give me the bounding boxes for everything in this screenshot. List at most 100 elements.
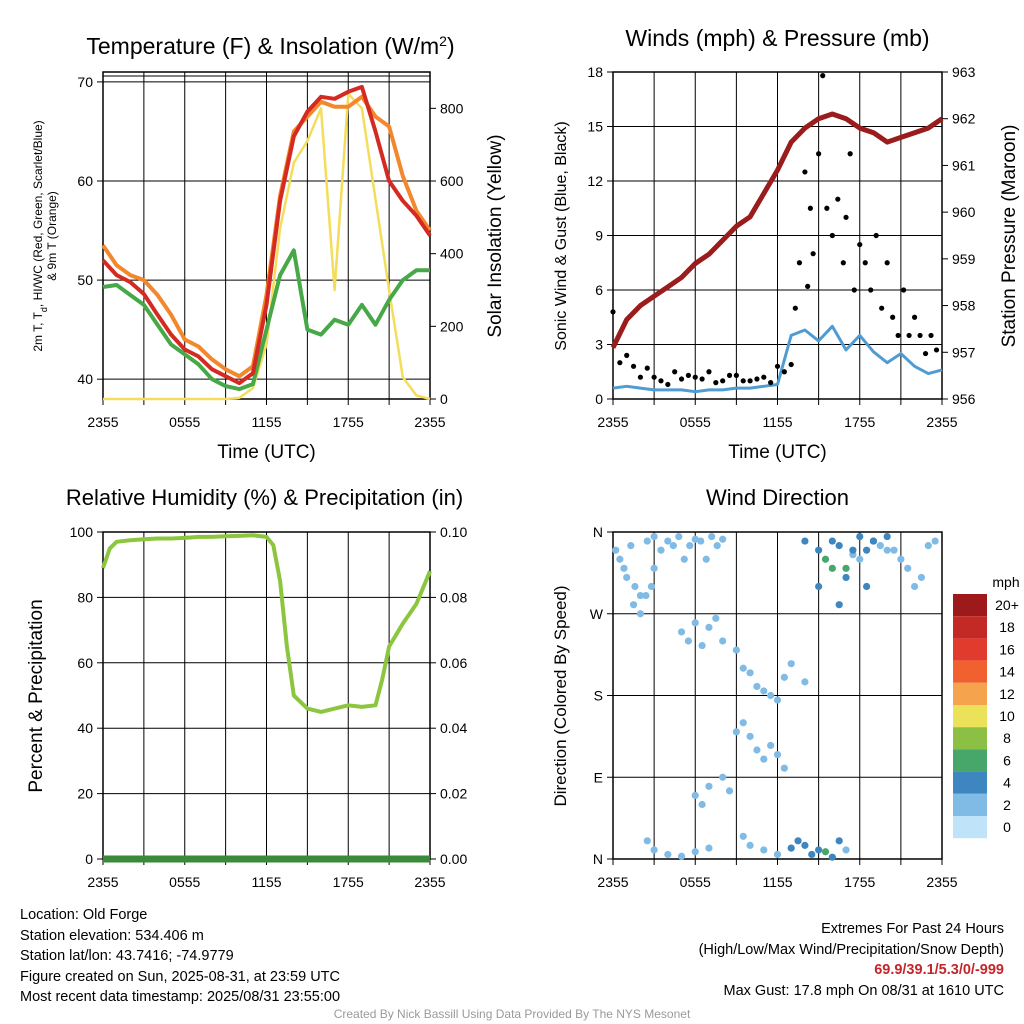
- x-tick-label: 2355: [414, 874, 445, 890]
- gust-point: [906, 332, 912, 339]
- direction-point: [883, 532, 891, 541]
- direction-point: [691, 791, 699, 800]
- direction-point: [767, 741, 775, 750]
- panel-4-title: Wind Direction: [706, 485, 849, 510]
- direction-point: [629, 601, 638, 609]
- panel-1-xlabel: Time (UTC): [217, 442, 316, 463]
- direction-point: [821, 848, 830, 856]
- legend-swatch: [953, 771, 987, 794]
- y-tick-label: 15: [587, 119, 603, 135]
- wind-speed-line: [612, 324, 943, 394]
- station-elevation: Station elevation: 534.406 m: [20, 927, 204, 944]
- direction-point: [705, 844, 713, 852]
- y-right-tick-label: 400: [440, 246, 464, 262]
- legend-swatch: [953, 616, 987, 639]
- credit-line: Created By Nick Bassill Using Data Provi…: [333, 1007, 691, 1021]
- direction-point: [643, 837, 651, 845]
- direction-point: [719, 535, 727, 543]
- direction-point: [732, 728, 740, 736]
- direction-point: [924, 542, 932, 550]
- gust-point: [720, 378, 726, 384]
- pressure-line: [610, 111, 944, 349]
- direction-point: [842, 846, 850, 854]
- direction-point: [773, 696, 782, 704]
- gust-point: [917, 332, 923, 339]
- legend-swatch: [953, 793, 987, 816]
- direction-point: [691, 619, 699, 627]
- recent-timestamp: Most recent data timestamp: 2025/08/31 2…: [20, 989, 341, 1005]
- gust-point: [868, 287, 874, 293]
- y-right-tick-label: 960: [952, 204, 976, 220]
- x-tick-label: 0555: [169, 414, 200, 430]
- direction-point: [883, 546, 891, 554]
- direction-point: [780, 764, 788, 772]
- y-tick-label: 60: [77, 655, 93, 671]
- direction-point: [863, 546, 871, 554]
- direction-point: [669, 542, 677, 550]
- direction-point: [856, 532, 864, 541]
- y-tick-label: 9: [595, 228, 603, 244]
- direction-point: [631, 582, 639, 591]
- gust-point: [879, 305, 885, 311]
- direction-point: [828, 564, 836, 572]
- gust-point: [768, 380, 774, 386]
- direction-point: [815, 546, 823, 554]
- station-info: Location: Old Forge Station elevation: 5…: [20, 905, 340, 1008]
- gust-point: [873, 232, 879, 239]
- gust-point: [630, 363, 637, 369]
- direction-point: [760, 755, 768, 763]
- direction-point: [650, 564, 658, 572]
- direction-point: [684, 637, 692, 645]
- y-right-tick-label: 963: [952, 64, 976, 80]
- direction-point: [739, 719, 747, 727]
- temp-series-line-2: [102, 248, 430, 392]
- panel-2-xlabel: Time (UTC): [728, 442, 827, 463]
- direction-point: [787, 660, 795, 668]
- gust-point: [829, 232, 835, 239]
- x-tick-label: 1155: [251, 874, 281, 890]
- direction-point: [746, 732, 754, 740]
- legend-swatch: [953, 727, 987, 750]
- direction-point: [620, 564, 628, 572]
- gust-point: [658, 378, 664, 384]
- gust-point: [754, 376, 760, 382]
- gust-point: [857, 241, 863, 248]
- direction-point: [897, 555, 905, 563]
- x-tick-label: 2355: [87, 874, 118, 890]
- direction-point: [849, 546, 857, 554]
- legend-label: 6: [1003, 752, 1011, 768]
- gust-point: [851, 287, 857, 293]
- gust-point: [651, 374, 657, 380]
- y-right-tick-label: 0.08: [440, 589, 467, 605]
- gust-point: [713, 380, 719, 386]
- legend-swatch: [953, 682, 987, 705]
- y-right-tick-label: 956: [952, 391, 976, 407]
- direction-point: [712, 614, 720, 622]
- direction-point: [801, 537, 809, 545]
- y-tick-label: 3: [595, 337, 603, 353]
- panel-2-frame: [612, 71, 943, 405]
- station-location: Location: Old Forge: [20, 907, 148, 923]
- direction-point: [642, 591, 650, 600]
- direction-point: [773, 750, 782, 759]
- x-tick-label: 2355: [597, 414, 628, 430]
- direction-point: [856, 555, 864, 563]
- y-right-tick-label: 0.06: [440, 655, 467, 671]
- direction-point: [815, 846, 823, 854]
- direction-point: [815, 582, 823, 591]
- direction-point: [835, 837, 843, 845]
- y-right-tick-label: 957: [952, 344, 976, 360]
- direction-point: [650, 532, 658, 541]
- y-right-tick-label: 958: [952, 298, 976, 314]
- y-right-tick-label: 800: [440, 100, 464, 116]
- y-right-tick-label: 200: [440, 318, 464, 334]
- x-tick-label: 2355: [597, 874, 628, 890]
- figure-created: Figure created on Sun, 2025-08-31, at 23…: [20, 968, 340, 985]
- direction-point: [753, 682, 761, 691]
- x-tick-label: 2355: [414, 414, 445, 430]
- direction-point: [821, 555, 830, 563]
- direction-point: [732, 646, 740, 654]
- x-tick-label: 0555: [680, 414, 711, 430]
- y-tick-label: N: [593, 524, 603, 540]
- gust-point: [692, 374, 698, 380]
